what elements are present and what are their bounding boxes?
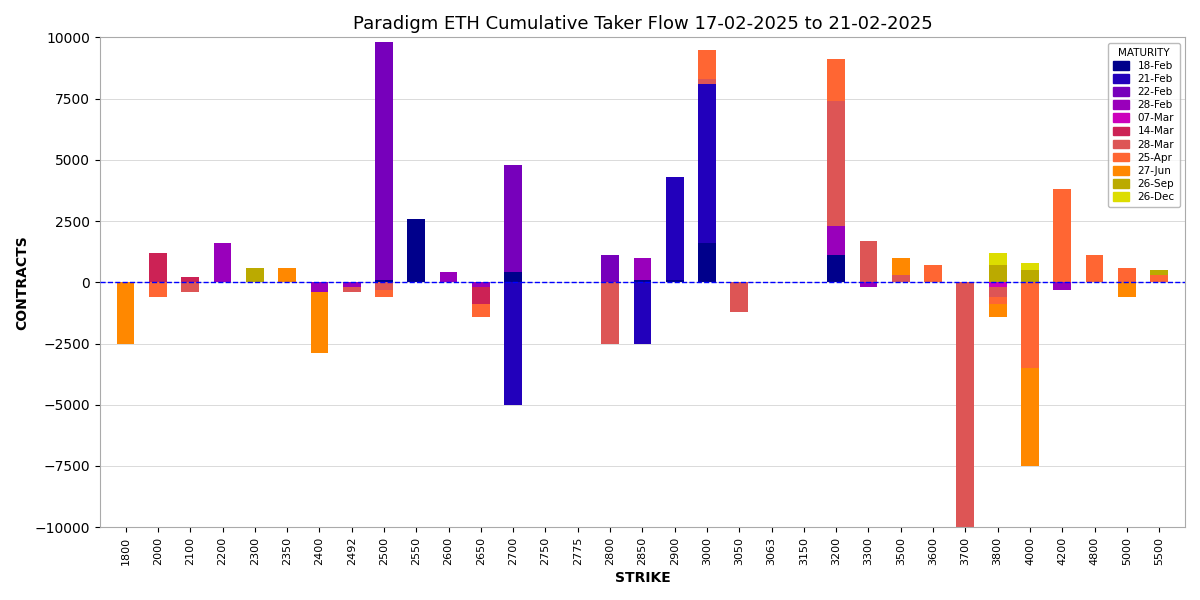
Bar	[827, 59, 845, 101]
Bar	[504, 165, 522, 272]
Bar	[214, 243, 232, 282]
Bar	[989, 265, 1007, 282]
Bar	[408, 218, 425, 282]
Bar	[343, 287, 360, 292]
Bar	[1086, 256, 1104, 282]
Bar	[376, 282, 392, 290]
Bar	[956, 282, 974, 527]
Bar	[827, 226, 845, 256]
Bar	[989, 282, 1007, 287]
Bar	[1054, 282, 1072, 290]
Bar	[827, 256, 845, 282]
Bar	[989, 297, 1007, 304]
Bar	[311, 292, 329, 353]
Bar	[1151, 270, 1168, 275]
Bar	[1118, 268, 1135, 282]
Bar	[472, 304, 490, 317]
Bar	[924, 265, 942, 282]
Bar	[666, 177, 684, 280]
Bar	[698, 84, 716, 243]
Bar	[1054, 189, 1072, 282]
Bar	[376, 290, 392, 297]
Bar	[859, 241, 877, 282]
Bar	[989, 253, 1007, 265]
Bar	[634, 282, 652, 344]
Bar	[1021, 263, 1039, 270]
Bar	[181, 282, 199, 292]
Bar	[859, 282, 877, 287]
Bar	[989, 304, 1007, 317]
Bar	[1021, 368, 1039, 466]
Bar	[666, 280, 684, 282]
Bar	[504, 272, 522, 282]
Bar	[439, 272, 457, 282]
Legend: 18-Feb, 21-Feb, 22-Feb, 28-Feb, 07-Mar, 14-Mar, 28-Mar, 25-Apr, 27-Jun, 26-Sep, : 18-Feb, 21-Feb, 22-Feb, 28-Feb, 07-Mar, …	[1109, 43, 1180, 208]
Bar	[116, 282, 134, 344]
Bar	[246, 268, 264, 282]
Bar	[343, 282, 360, 287]
Title: Paradigm ETH Cumulative Taker Flow 17-02-2025 to 21-02-2025: Paradigm ETH Cumulative Taker Flow 17-02…	[353, 15, 932, 33]
Bar	[698, 50, 716, 79]
Bar	[278, 268, 296, 282]
Bar	[892, 258, 910, 275]
Bar	[1021, 270, 1039, 282]
Bar	[1151, 275, 1168, 282]
Bar	[472, 287, 490, 304]
Bar	[634, 258, 652, 280]
Bar	[1021, 282, 1039, 368]
Bar	[376, 42, 392, 280]
Bar	[634, 280, 652, 282]
Bar	[892, 275, 910, 282]
Bar	[731, 282, 748, 311]
Bar	[1118, 282, 1135, 297]
Bar	[601, 282, 619, 344]
Y-axis label: CONTRACTS: CONTRACTS	[14, 235, 29, 329]
Bar	[181, 277, 199, 282]
Bar	[698, 243, 716, 282]
Bar	[698, 79, 716, 84]
Bar	[149, 282, 167, 297]
Bar	[311, 282, 329, 292]
Bar	[601, 256, 619, 282]
Bar	[504, 282, 522, 405]
Bar	[149, 253, 167, 282]
Bar	[472, 282, 490, 287]
Bar	[376, 280, 392, 282]
Bar	[827, 101, 845, 226]
Bar	[989, 287, 1007, 297]
X-axis label: STRIKE: STRIKE	[614, 571, 671, 585]
